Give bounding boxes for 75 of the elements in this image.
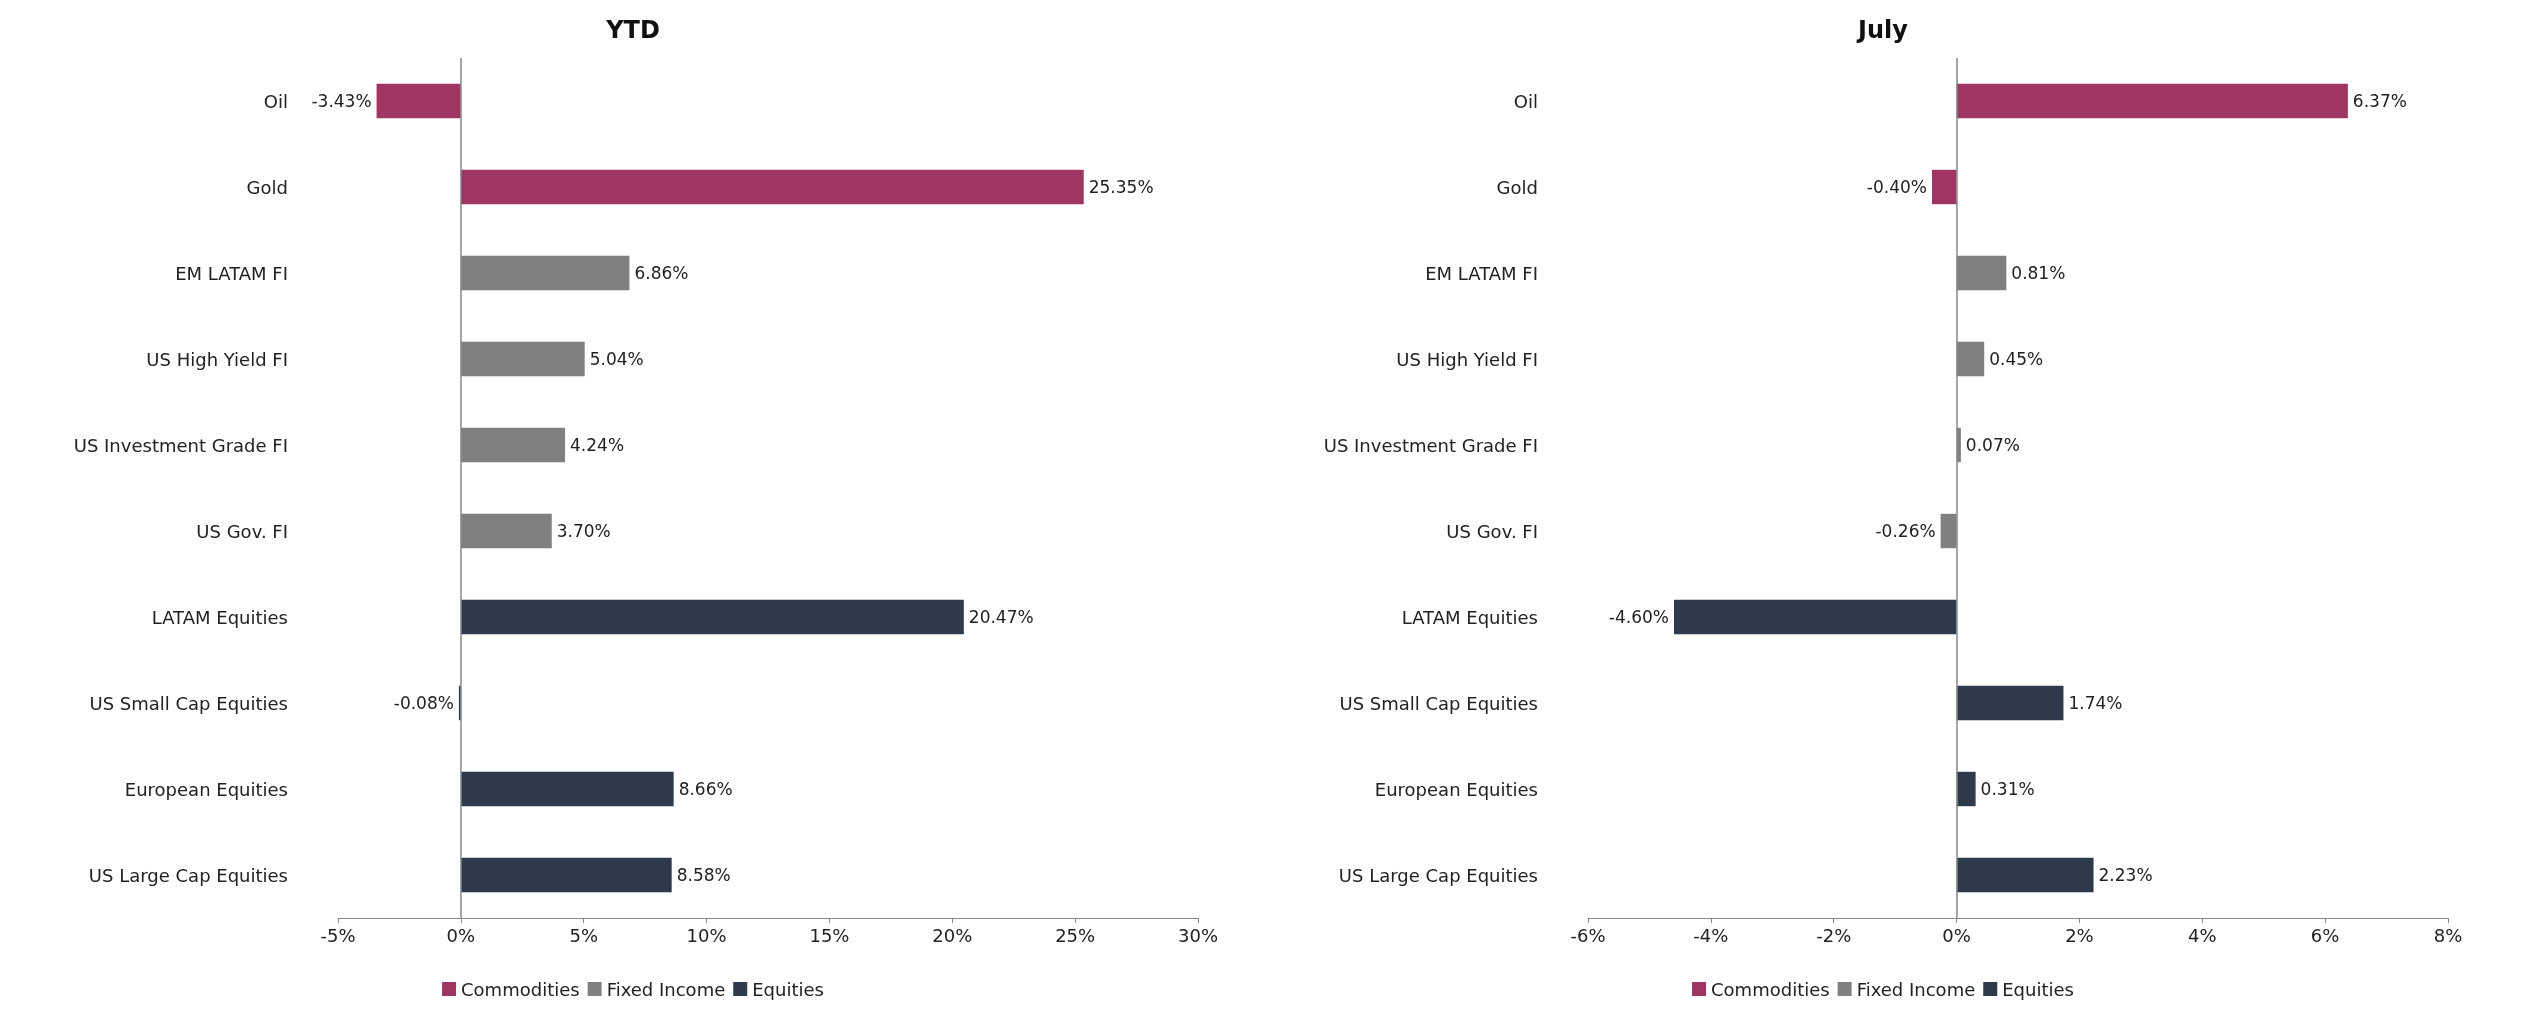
data-label: -3.43%: [311, 91, 372, 111]
bar: [1956, 857, 2094, 893]
data-label: 20.47%: [968, 607, 1034, 627]
x-tick-label: 6%: [2310, 924, 2340, 946]
data-label: 8.58%: [676, 865, 731, 885]
data-label: 25.35%: [1088, 177, 1154, 197]
x-tick-label: 0%: [446, 924, 476, 946]
bar: [1932, 169, 1957, 205]
x-tick-label: 5%: [569, 924, 598, 946]
y-tick-label: European Equities: [124, 778, 288, 800]
bar: [460, 857, 672, 893]
data-label: -0.40%: [1866, 177, 1927, 197]
y-tick-label: US Investment Grade FI: [73, 434, 288, 456]
y-tick-label: US Investment Grade FI: [1323, 434, 1538, 456]
x-tick-label: 30%: [1177, 924, 1219, 946]
y-tick-label: US Small Cap Equities: [89, 692, 288, 714]
y-tick-label: US High Yield FI: [146, 348, 288, 370]
bar: [1956, 685, 2064, 721]
x-tick-label: 20%: [932, 924, 973, 946]
x-tick-label: -5%: [320, 924, 356, 946]
y-tick-label: LATAM Equities: [1401, 606, 1538, 628]
data-label: 0.31%: [1980, 779, 2035, 799]
y-tick-label: EM LATAM FI: [1425, 262, 1538, 284]
y-tick-label: US Gov. FI: [1446, 520, 1538, 542]
legend-label: Equities: [752, 978, 824, 1000]
y-tick-label: US High Yield FI: [1396, 348, 1538, 370]
bar: [1674, 599, 1957, 635]
x-tick-label: 8%: [2433, 924, 2463, 946]
data-label: -0.08%: [393, 693, 454, 713]
y-tick-label: LATAM Equities: [151, 606, 288, 628]
y-tick-label: Oil: [263, 90, 288, 112]
x-tick-label: -6%: [1570, 924, 1606, 946]
y-tick-label: Gold: [246, 176, 288, 198]
y-tick-label: European Equities: [1374, 778, 1538, 800]
legend-label: Equities: [2002, 978, 2074, 1000]
data-label: -0.26%: [1875, 521, 1936, 541]
data-label: 1.74%: [2068, 693, 2123, 713]
x-tick-label: 0%: [1942, 924, 1971, 946]
x-tick-label: 2%: [2065, 924, 2094, 946]
y-tick-label: US Large Cap Equities: [1338, 864, 1538, 886]
chart-title: YTD: [605, 16, 660, 44]
data-label: -4.60%: [1608, 607, 1669, 627]
x-tick-label: 25%: [1055, 924, 1096, 946]
bar: [460, 771, 674, 807]
legend-label: Fixed Income: [606, 978, 726, 1000]
x-tick-label: 10%: [686, 924, 727, 946]
data-label: 3.70%: [556, 521, 611, 541]
x-tick-label: 15%: [809, 924, 850, 946]
bar: [376, 83, 461, 119]
data-label: 6.37%: [2352, 91, 2407, 111]
legend-label: Fixed Income: [1856, 978, 1976, 1000]
y-tick-label: US Large Cap Equities: [88, 864, 288, 886]
y-tick-label: US Gov. FI: [196, 520, 288, 542]
x-tick-label: -4%: [1693, 924, 1729, 946]
bar: [1956, 771, 1976, 807]
data-label: 8.66%: [678, 779, 733, 799]
data-label: 6.86%: [634, 263, 689, 283]
data-label: 2.23%: [2098, 865, 2153, 885]
data-label: 4.24%: [570, 435, 625, 455]
chart-title: July: [1856, 16, 1909, 44]
y-tick-label: US Small Cap Equities: [1339, 692, 1538, 714]
data-label: 0.45%: [1989, 349, 2044, 369]
x-tick-label: -2%: [1816, 924, 1852, 946]
bar: [1956, 83, 2348, 119]
x-tick-label: 4%: [2188, 924, 2217, 946]
data-label: 0.81%: [2011, 263, 2066, 283]
data-label: 0.07%: [1965, 435, 2020, 455]
bar: [460, 599, 964, 635]
legend-label: Commodities: [1711, 978, 1830, 1000]
data-label: 5.04%: [589, 349, 644, 369]
y-tick-label: Gold: [1496, 176, 1538, 198]
legend-label: Commodities: [461, 978, 580, 1000]
y-tick-label: Oil: [1513, 90, 1538, 112]
y-tick-label: EM LATAM FI: [175, 262, 288, 284]
bar: [460, 169, 1084, 205]
